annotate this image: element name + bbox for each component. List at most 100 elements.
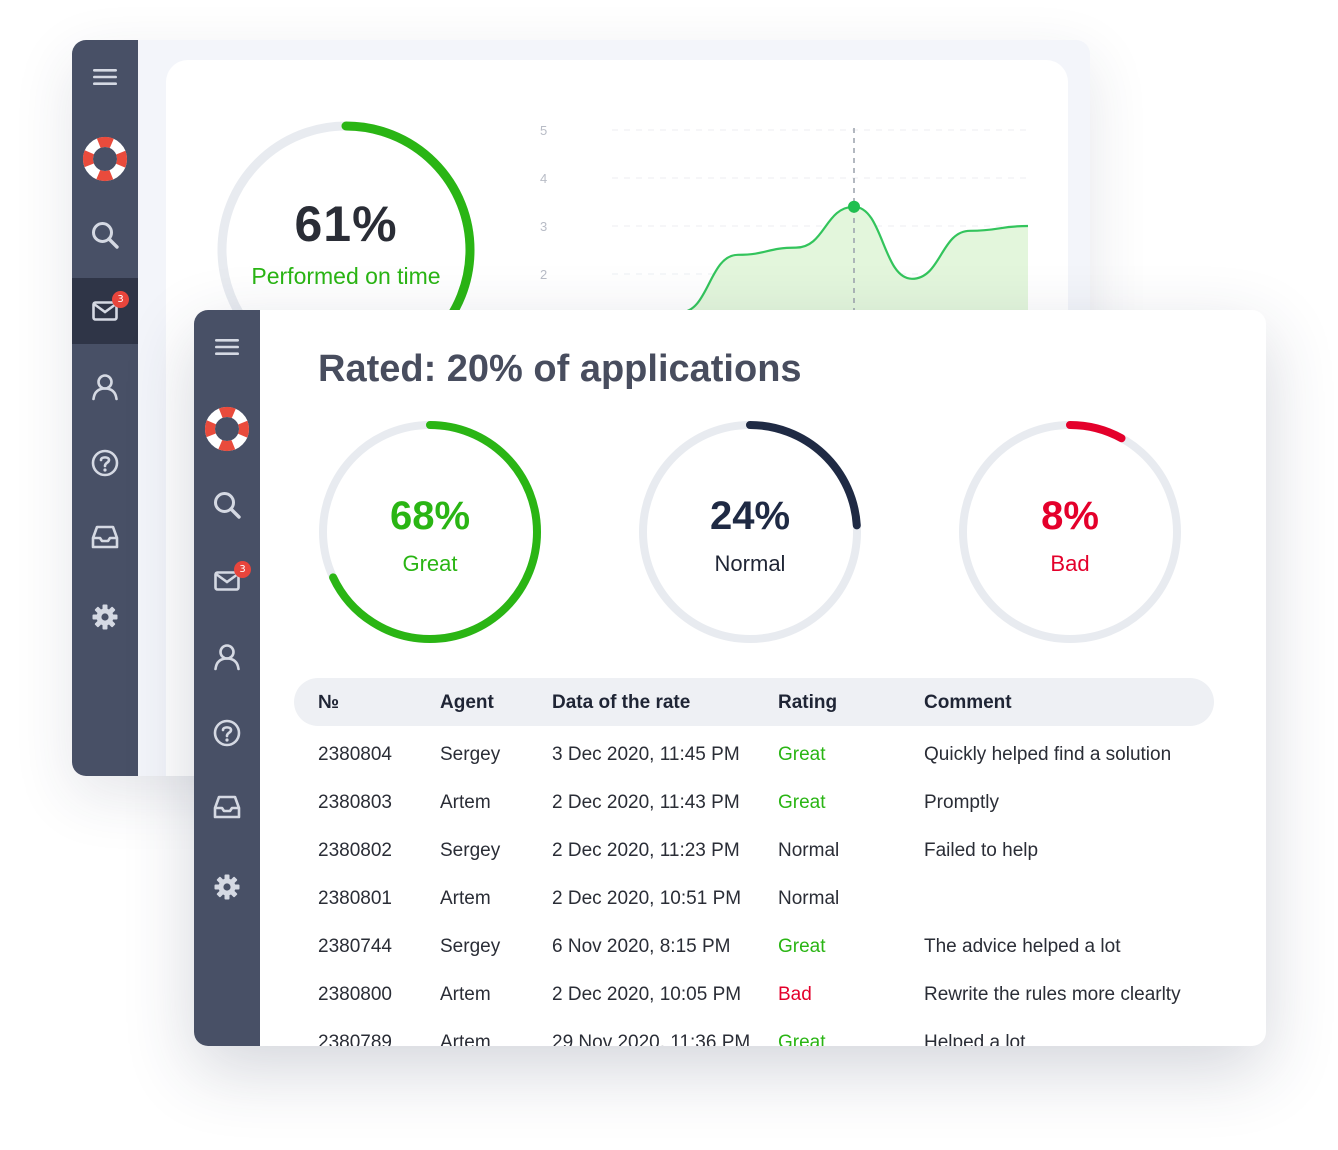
back-logo[interactable] [72,126,138,192]
row-date: 6 Nov 2020, 8:15 PM [552,936,731,957]
inbox-icon [91,525,119,549]
row-rating: Great [778,1032,826,1046]
row-agent: Artem [440,1032,491,1046]
back-search-button[interactable] [72,202,138,268]
row-comment: Rewrite the rules more clearlty [924,984,1181,1005]
row-rating: Great [778,936,826,957]
row-rating: Bad [778,984,812,1005]
mail-badge: 3 [112,291,129,308]
row-id: 2380789 [318,1032,392,1046]
lifebuoy-logo-icon [83,137,127,181]
column-header-date[interactable]: Data of the rate [552,692,691,713]
great-ring [319,421,541,643]
row-date: 2 Dec 2020, 11:43 PM [552,792,740,813]
back-user-button[interactable] [72,354,138,420]
table-row[interactable]: 2380803 Artem 2 Dec 2020, 11:43 PM Great… [194,792,1266,840]
y-tick-label: 3 [540,219,547,234]
back-sidebar: 3 [72,40,138,776]
ratings-line-chart: 5 4 3 2 [540,123,1029,340]
y-tick-label: 4 [540,171,547,186]
front-user-button[interactable] [194,624,260,690]
user-icon [92,374,118,401]
chart-area-fill [622,206,1028,340]
row-agent: Sergey [440,840,501,861]
table-row[interactable]: 2380800 Artem 2 Dec 2020, 10:05 PM Bad R… [194,984,1266,1032]
normal-ring-arc [639,421,861,643]
gear-icon [92,604,118,630]
row-rating: Normal [778,840,840,861]
table-row[interactable]: 2380744 Sergey 6 Nov 2020, 8:15 PM Great… [194,936,1266,984]
front-window: 3 Rated: 20% of applications 68% Great 2… [194,310,1266,1046]
menu-icon [93,69,117,85]
row-id: 2380744 [318,936,392,957]
mail-icon [92,301,118,321]
mail-icon [214,571,240,591]
back-settings-button[interactable] [72,584,138,650]
row-rating: Normal [778,888,840,909]
row-date: 3 Dec 2020, 11:45 PM [552,744,740,765]
table-row[interactable]: 2380802 Sergey 2 Dec 2020, 11:23 PM Norm… [194,840,1266,888]
front-settings-button[interactable] [194,854,260,920]
table-header [294,678,1214,726]
help-icon [213,719,241,747]
row-date: 2 Dec 2020, 11:23 PM [552,840,740,861]
back-inbox-button[interactable] [72,504,138,570]
row-agent: Sergey [440,936,501,957]
great-ring-arc [319,421,541,643]
column-header-id[interactable]: № [318,692,340,713]
front-sidebar: 3 [194,310,260,1046]
table-row[interactable]: 2380804 Sergey 3 Dec 2020, 11:45 PM Grea… [194,744,1266,792]
y-tick-label: 5 [540,123,547,138]
row-comment: Helped a lot [924,1032,1026,1046]
performed-on-time-value: 61% [294,196,398,252]
bad-ring-arc [959,421,1181,643]
table-row[interactable]: 2380801 Artem 2 Dec 2020, 10:51 PM Norma… [194,888,1266,936]
gear-icon [214,874,240,900]
row-date: 2 Dec 2020, 10:05 PM [552,984,742,1005]
row-comment: Failed to help [924,840,1039,861]
normal-label: Normal [714,551,786,576]
row-id: 2380803 [318,792,392,813]
row-agent: Artem [440,984,491,1005]
chart-highlight-point[interactable] [848,200,860,213]
normal-percent: 24% [709,494,791,538]
back-help-button[interactable] [72,430,138,496]
front-mail-button[interactable]: 3 [194,548,260,614]
column-header-comment[interactable]: Comment [924,692,1012,713]
front-search-button[interactable] [194,472,260,538]
user-icon [214,644,240,671]
table-row[interactable]: 2380789 Artem 29 Nov 2020, 11:36 PM Grea… [194,1032,1266,1046]
row-comment: Quickly helped find a solution [924,744,1172,765]
inbox-icon [213,795,241,819]
front-menu-button[interactable] [194,314,260,380]
row-id: 2380804 [318,744,392,765]
bad-label: Bad [1050,551,1090,576]
row-id: 2380801 [318,888,392,909]
row-date: 29 Nov 2020, 11:36 PM [552,1032,751,1046]
row-agent: Artem [440,888,491,909]
row-id: 2380800 [318,984,392,1005]
great-label: Great [402,551,458,576]
bad-percent: 8% [1041,494,1099,538]
column-header-rating[interactable]: Rating [778,692,838,713]
chart-series-line [621,205,1029,333]
row-date: 2 Dec 2020, 10:51 PM [552,888,742,909]
row-agent: Sergey [440,744,501,765]
front-logo[interactable] [194,396,260,462]
back-mail-button[interactable]: 3 [72,278,138,344]
column-header-agent[interactable]: Agent [440,692,494,713]
back-menu-button[interactable] [72,44,138,110]
front-help-button[interactable] [194,700,260,766]
search-icon [92,222,119,249]
row-comment: Promptly [924,792,999,813]
row-rating: Great [778,792,826,813]
y-tick-label: 2 [540,267,547,282]
row-comment: The advice helped a lot [924,936,1121,957]
help-icon [91,449,119,477]
front-inbox-button[interactable] [194,774,260,840]
row-id: 2380802 [318,840,392,861]
row-rating: Great [778,744,826,765]
normal-ring [639,421,861,643]
great-percent: 68% [389,494,471,538]
menu-icon [215,339,239,355]
